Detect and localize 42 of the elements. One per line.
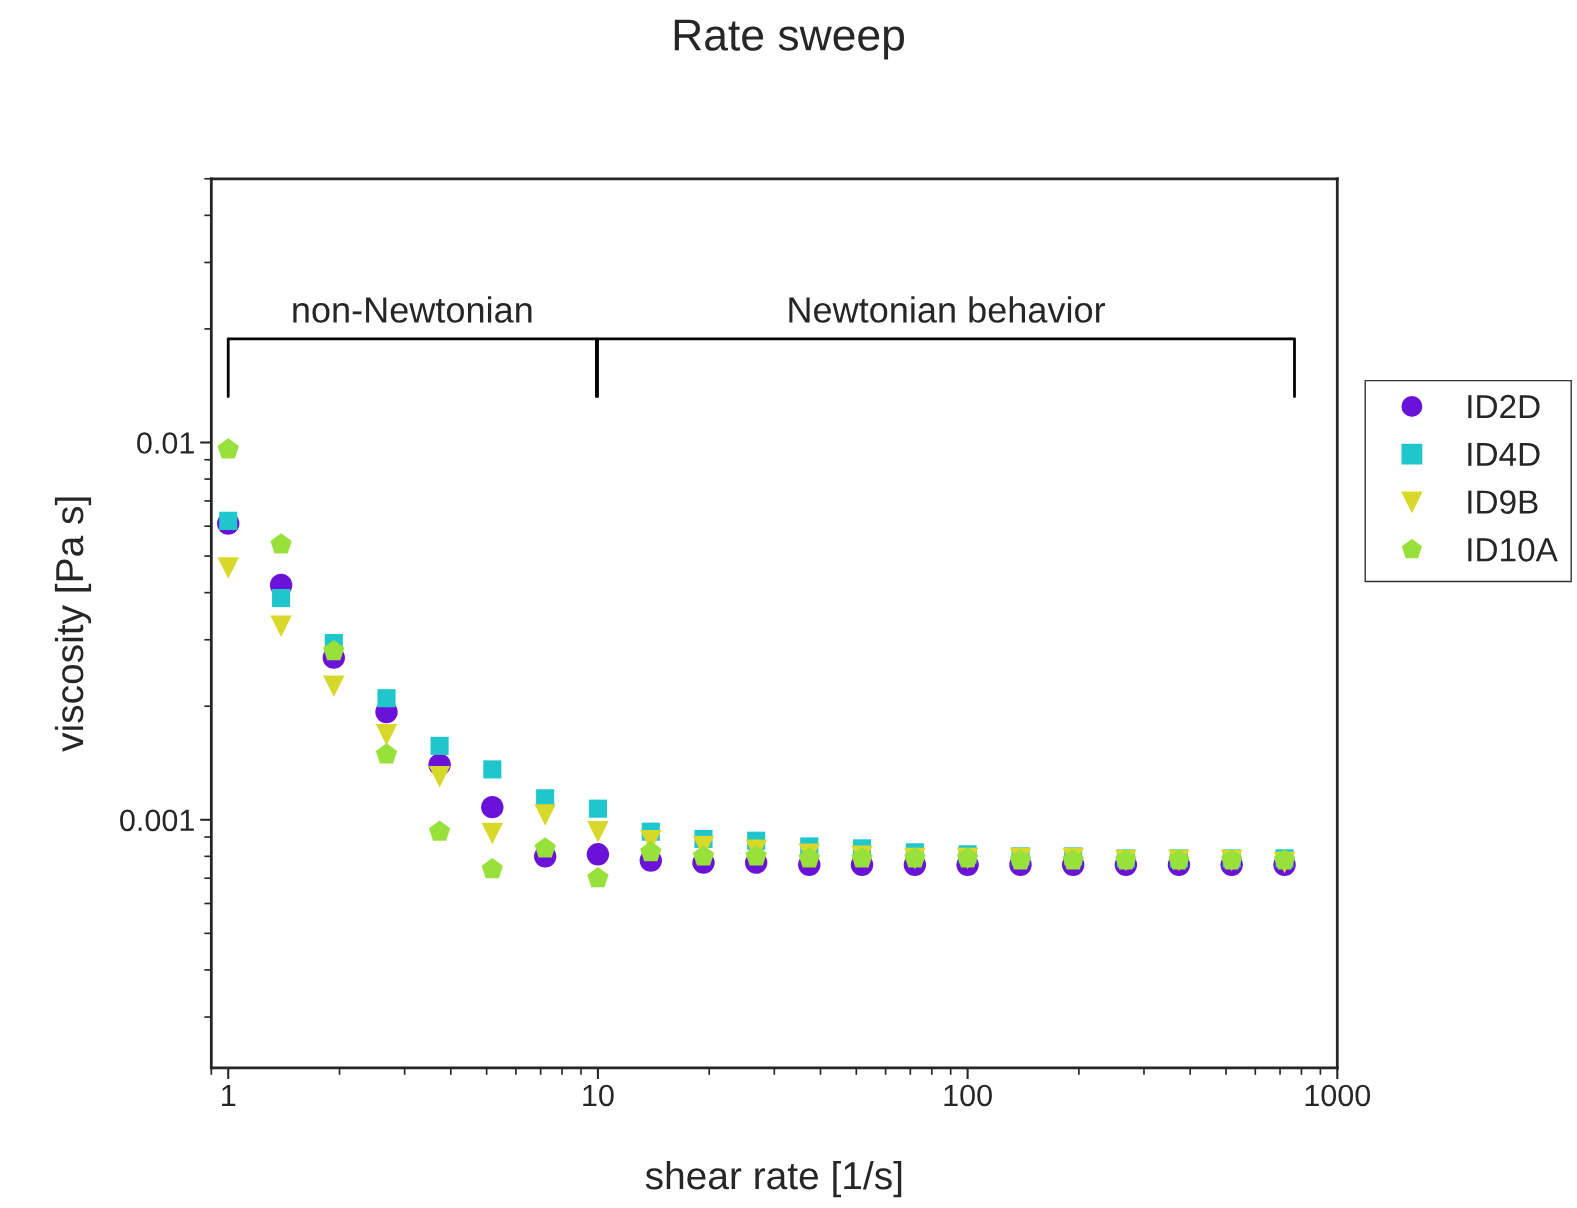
y-tick-label: 0.01 (137, 432, 194, 454)
point (692, 845, 715, 866)
point (430, 736, 449, 755)
chart-title: Rate sweep (674, 19, 904, 60)
point (272, 588, 291, 608)
y-axis-title: viscosity [Pa s] (54, 497, 92, 752)
point (483, 760, 502, 779)
legend-label: ID10A (1468, 538, 1558, 562)
x-axis-title: shear rate [1/s] (645, 1160, 902, 1198)
x-tick-label: 1000 (1305, 1084, 1371, 1107)
point (534, 837, 556, 858)
point (270, 533, 292, 554)
annotation: Newtonian behavior (789, 296, 1106, 323)
point (745, 845, 767, 866)
legend-label: ID2D (1468, 394, 1540, 419)
point (428, 820, 451, 841)
annotation: non-Newtonian (293, 296, 532, 323)
point (375, 724, 398, 746)
y-tick-label: 0.001 (120, 809, 194, 832)
point (640, 841, 662, 862)
point (219, 511, 238, 530)
point (481, 822, 504, 845)
point (587, 820, 609, 843)
point (217, 438, 239, 459)
legend-label: ID4D (1468, 442, 1540, 466)
point (217, 557, 239, 579)
point (375, 743, 398, 764)
x-tick-label: 1 (222, 1084, 236, 1106)
point (481, 857, 503, 879)
point (534, 804, 556, 826)
x-tick-label: 10 (583, 1084, 614, 1107)
x-tick-label: 100 (944, 1084, 992, 1107)
point (428, 766, 451, 788)
point (586, 843, 610, 866)
point (323, 675, 345, 697)
point (481, 795, 504, 819)
point (323, 639, 345, 661)
point (377, 689, 396, 708)
point (270, 615, 292, 637)
legend-label: ID9B (1468, 490, 1538, 514)
point (588, 799, 607, 818)
point (587, 867, 609, 888)
